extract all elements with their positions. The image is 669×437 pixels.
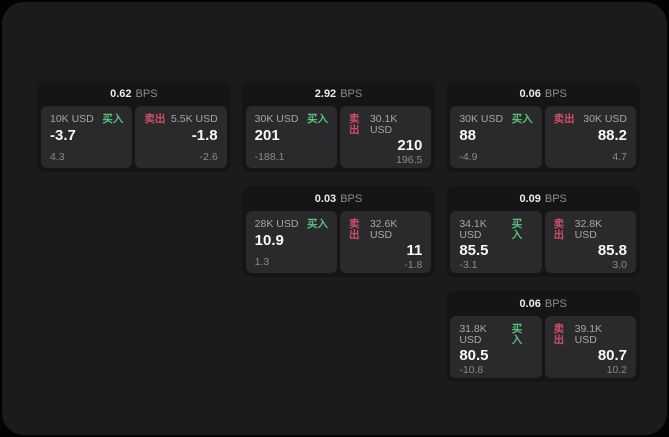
buy-tile[interactable]: 31.8K USD 买入 80.5 -10.8 [450, 316, 542, 378]
buy-price: 85.5 [459, 242, 489, 259]
bps-value: 2.92 [314, 87, 337, 100]
card-body: 31.8K USD 买入 80.5 -10.8 卖出 39.1K USD 80.… [450, 316, 637, 378]
quote-card: 0.06 BPS 30K USD 买入 88 -4.9 卖出 30K USD 8… [446, 81, 640, 172]
sell-notional: 32.8K USD [574, 218, 603, 241]
quote-card: 2.92 BPS 30K USD 买入 201 -188.1 卖出 30.1K … [241, 81, 436, 172]
buy-label: 买入 [511, 113, 533, 125]
buy-notional: 30K USD [459, 113, 504, 125]
buy-tile[interactable]: 30K USD 买入 201 -188.1 [245, 106, 337, 168]
sell-price: 88.2 [597, 126, 628, 144]
buy-delta: -188.1 [254, 150, 285, 163]
buy-delta: 1.3 [254, 255, 270, 268]
buy-notional: 31.8K USD [459, 323, 487, 346]
card-body: 28K USD 买入 10.9 1.3 卖出 32.6K USD 11 -1.8 [245, 211, 432, 273]
sell-label: 卖出 [553, 113, 575, 125]
buy-tile[interactable]: 30K USD 买入 88 -4.9 [450, 106, 542, 168]
sell-notional: 30K USD [583, 113, 628, 125]
sell-price: 80.7 [597, 347, 628, 364]
sell-tile[interactable]: 卖出 32.6K USD 11 -1.8 [340, 211, 432, 273]
sell-notional: 30.1K USD [369, 113, 398, 136]
buy-tile[interactable]: 10K USD 买入 -3.7 4.3 [41, 106, 133, 168]
buy-price: 10.9 [254, 231, 284, 249]
buy-delta: -10.8 [459, 363, 484, 376]
buy-tile[interactable]: 28K USD 买入 10.9 1.3 [245, 211, 337, 273]
buy-label: 买入 [102, 113, 124, 125]
card-header: 0.06 BPS [450, 81, 636, 106]
sell-label: 卖出 [349, 113, 360, 136]
buy-price: 201 [254, 126, 280, 144]
buy-price: 88 [459, 126, 477, 144]
sell-delta: 4.7 [612, 150, 628, 163]
card-header: 0.06 BPS [450, 291, 636, 316]
buy-label: 买入 [511, 323, 523, 346]
quote-card-grid: 0.62 BPS 10K USD 买入 -3.7 4.3 卖出 5.5K USD… [37, 81, 640, 382]
bps-label: BPS [544, 192, 567, 205]
bps-label: BPS [544, 87, 567, 100]
sell-label: 卖出 [553, 323, 565, 346]
sell-tile[interactable]: 卖出 39.1K USD 80.7 10.2 [544, 316, 637, 378]
card-header: 0.03 BPS [246, 186, 432, 211]
sell-notional: 5.5K USD [170, 113, 218, 125]
buy-tile[interactable]: 34.1K USD 买入 85.5 -3.1 [450, 211, 542, 273]
bps-label: BPS [544, 297, 567, 310]
buy-price: 80.5 [459, 347, 489, 364]
bps-label: BPS [340, 87, 363, 100]
buy-notional: 28K USD [254, 218, 299, 230]
sell-delta: 3.0 [612, 258, 628, 271]
bps-value: 0.03 [314, 192, 337, 205]
buy-notional: 34.1K USD [459, 218, 487, 241]
card-body: 34.1K USD 买入 85.5 -3.1 卖出 32.8K USD 85.8… [450, 211, 637, 273]
buy-delta: -4.9 [459, 150, 478, 163]
sell-label: 卖出 [553, 218, 565, 241]
bps-value: 0.62 [110, 87, 132, 100]
bps-value: 0.06 [519, 297, 541, 310]
card-body: 10K USD 买入 -3.7 4.3 卖出 5.5K USD -1.8 -2.… [41, 106, 227, 168]
sell-tile[interactable]: 卖出 32.8K USD 85.8 3.0 [544, 211, 637, 273]
quote-card: 0.03 BPS 28K USD 买入 10.9 1.3 卖出 32.6K US… [241, 186, 436, 277]
sell-delta: 196.5 [396, 153, 423, 166]
sell-price: 11 [406, 242, 423, 259]
sell-tile[interactable]: 卖出 30K USD 88.2 4.7 [544, 106, 637, 168]
bps-value: 0.09 [519, 192, 541, 205]
sell-tile[interactable]: 卖出 5.5K USD -1.8 -2.6 [135, 106, 227, 168]
card-header: 2.92 BPS [246, 81, 432, 106]
quote-card: 0.62 BPS 10K USD 买入 -3.7 4.3 卖出 5.5K USD… [37, 81, 231, 172]
buy-label: 买入 [511, 218, 523, 241]
sell-price: 210 [397, 137, 423, 154]
sell-delta: 10.2 [606, 363, 628, 376]
buy-notional: 10K USD [50, 113, 94, 125]
buy-delta: 4.3 [50, 150, 65, 163]
sell-notional: 39.1K USD [574, 323, 603, 346]
sell-label: 卖出 [144, 113, 166, 125]
buy-label: 买入 [307, 113, 328, 125]
bps-label: BPS [340, 192, 363, 205]
card-header: 0.62 BPS [41, 81, 227, 106]
buy-price: -3.7 [50, 126, 76, 144]
sell-price: 85.8 [597, 242, 628, 259]
sell-delta: -1.8 [404, 258, 423, 271]
sell-label: 卖出 [349, 218, 360, 241]
buy-notional: 30K USD [254, 113, 299, 125]
card-header: 0.09 BPS [450, 186, 636, 211]
quote-card: 0.09 BPS 34.1K USD 买入 85.5 -3.1 卖出 32.8K… [446, 186, 640, 277]
bps-value: 0.06 [519, 87, 541, 100]
sell-notional: 32.6K USD [369, 218, 398, 241]
card-body: 30K USD 买入 201 -188.1 卖出 30.1K USD 210 1… [245, 106, 432, 168]
bps-label: BPS [135, 87, 158, 100]
buy-label: 买入 [307, 218, 328, 230]
sell-delta: -2.6 [199, 150, 218, 163]
quote-card: 0.06 BPS 31.8K USD 买入 80.5 -10.8 卖出 39.1… [446, 291, 640, 382]
sell-price: -1.8 [191, 126, 218, 144]
buy-delta: -3.1 [459, 258, 478, 271]
sell-tile[interactable]: 卖出 30.1K USD 210 196.5 [340, 106, 432, 168]
card-body: 30K USD 买入 88 -4.9 卖出 30K USD 88.2 4.7 [450, 106, 637, 168]
